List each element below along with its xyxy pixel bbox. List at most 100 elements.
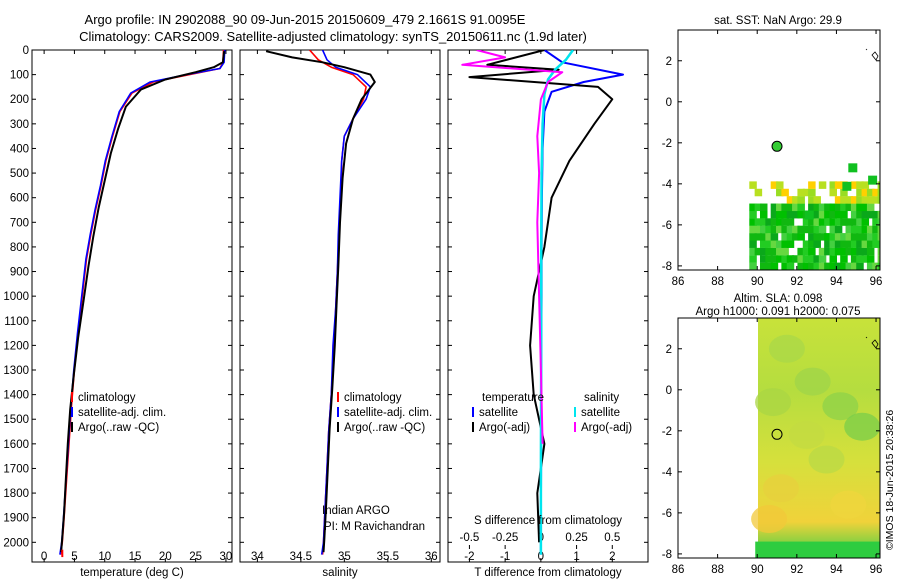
sst-cell xyxy=(754,247,763,256)
legend-label: satellite-adj. clim. xyxy=(78,407,166,419)
series-line-temperature-argo-adj- xyxy=(468,50,614,543)
y-tick-label: 1800 xyxy=(3,488,29,500)
sst-cell xyxy=(749,203,757,212)
sst-cell xyxy=(770,240,779,248)
map-y-tick-label: -6 xyxy=(662,220,672,232)
sst-cell xyxy=(754,225,763,234)
sst-cell xyxy=(840,218,848,226)
sst-cell xyxy=(861,255,870,263)
sst-cell xyxy=(856,255,864,263)
plot-frame xyxy=(239,49,441,563)
sla-cell xyxy=(755,388,792,417)
sst-cell xyxy=(792,233,800,241)
sst-cell xyxy=(818,210,827,219)
argo-float-marker xyxy=(771,428,783,440)
sst-cell xyxy=(759,218,768,226)
sst-cell xyxy=(829,188,837,197)
header-line1: Argo profile: IN 2902088_90 09-Jun-2015 … xyxy=(85,12,526,27)
sst-cell xyxy=(749,218,757,226)
y-tick-label: 500 xyxy=(10,168,29,180)
sst-cell xyxy=(776,210,784,219)
sst-cell xyxy=(818,262,827,270)
sst-cell xyxy=(845,240,854,248)
x-tick-label: -2 xyxy=(464,551,474,563)
sst-cell xyxy=(786,255,795,263)
sst-cell xyxy=(786,196,795,204)
sst-cell xyxy=(824,218,832,226)
sst-cell xyxy=(797,255,805,263)
sst-cell xyxy=(770,181,779,189)
legend-label: climatology xyxy=(344,392,402,404)
x-tick-label: 0 xyxy=(538,551,544,563)
sst-cell xyxy=(829,240,837,248)
sst-cell xyxy=(872,225,880,234)
sst-cell xyxy=(856,210,864,219)
sst-cell xyxy=(872,233,880,241)
sst-cell xyxy=(824,233,832,241)
map-x-tick-label: 88 xyxy=(711,564,724,576)
t-difference-xlabel: T difference from climatology xyxy=(474,567,621,579)
sst-cell xyxy=(856,225,864,234)
y-tick-label: 1100 xyxy=(4,316,29,328)
sst-cell xyxy=(776,218,784,226)
sst-cell xyxy=(776,188,784,197)
sst-cell xyxy=(749,210,757,219)
sst-cell xyxy=(840,262,848,270)
sst-cell xyxy=(861,203,870,212)
sst-cell xyxy=(834,218,843,226)
sla-cell xyxy=(830,490,867,519)
sst-cell xyxy=(770,233,779,241)
s-difference-xlabel: S difference from climatology xyxy=(474,515,622,527)
sst-cell xyxy=(834,240,843,248)
sst-cell xyxy=(840,196,848,204)
sst-cell xyxy=(850,210,859,219)
sst-cell xyxy=(866,255,875,263)
sst-cell xyxy=(797,210,805,219)
series-line-salinity-argo-adj- xyxy=(461,50,564,444)
map-y-tick-label: -4 xyxy=(662,179,673,191)
sst-cell xyxy=(824,240,832,248)
sst-cell xyxy=(797,262,805,270)
sst-cell xyxy=(824,262,832,270)
sst-cell xyxy=(797,196,805,204)
sst-cell xyxy=(856,181,864,189)
sst-cell xyxy=(792,196,800,204)
sst-cell xyxy=(842,181,852,191)
sst-cell xyxy=(829,255,837,263)
sla-cell xyxy=(844,412,880,441)
sst-cell xyxy=(840,210,848,219)
map-x-tick-label: 96 xyxy=(870,564,883,576)
sst-cell xyxy=(781,203,789,212)
sst-cell xyxy=(856,203,864,212)
sst-cell xyxy=(776,247,784,256)
salinity-panel: 34 34.5 35 35.5 36 climatology satellite-adj. … xyxy=(239,49,441,563)
sst-cell xyxy=(834,181,843,189)
sla-cell xyxy=(762,474,799,503)
legend-label: satellite xyxy=(479,407,518,419)
y-tick-label: 0 xyxy=(23,45,29,57)
sst-cell xyxy=(808,225,816,234)
sst-cell xyxy=(797,203,805,212)
sst-cell xyxy=(754,233,763,241)
sst-cell xyxy=(786,203,795,212)
map-y-tick-label: 0 xyxy=(666,385,672,397)
series-line-argo-raw-qc- xyxy=(265,50,376,553)
sst-cell xyxy=(765,218,773,226)
map-frame xyxy=(677,317,881,559)
sst-cell xyxy=(866,203,875,212)
sst-cell xyxy=(759,247,768,256)
sst-cell xyxy=(856,218,864,226)
sst-cell xyxy=(802,218,811,226)
sst-cell xyxy=(845,196,854,204)
map-x-tick-label: 86 xyxy=(672,276,685,288)
x-tick-label: 35 xyxy=(338,551,351,563)
sst-cell xyxy=(770,247,779,256)
sst-cell xyxy=(856,247,864,256)
map-y-tick-label: -6 xyxy=(662,508,672,520)
sst-cell xyxy=(856,233,864,241)
map-y-tick-label: -8 xyxy=(662,261,672,273)
sla-heatmap-cells xyxy=(751,334,880,558)
sst-cell xyxy=(840,233,848,241)
y-tick-label: 1000 xyxy=(3,291,29,303)
sst-cell xyxy=(808,247,816,256)
